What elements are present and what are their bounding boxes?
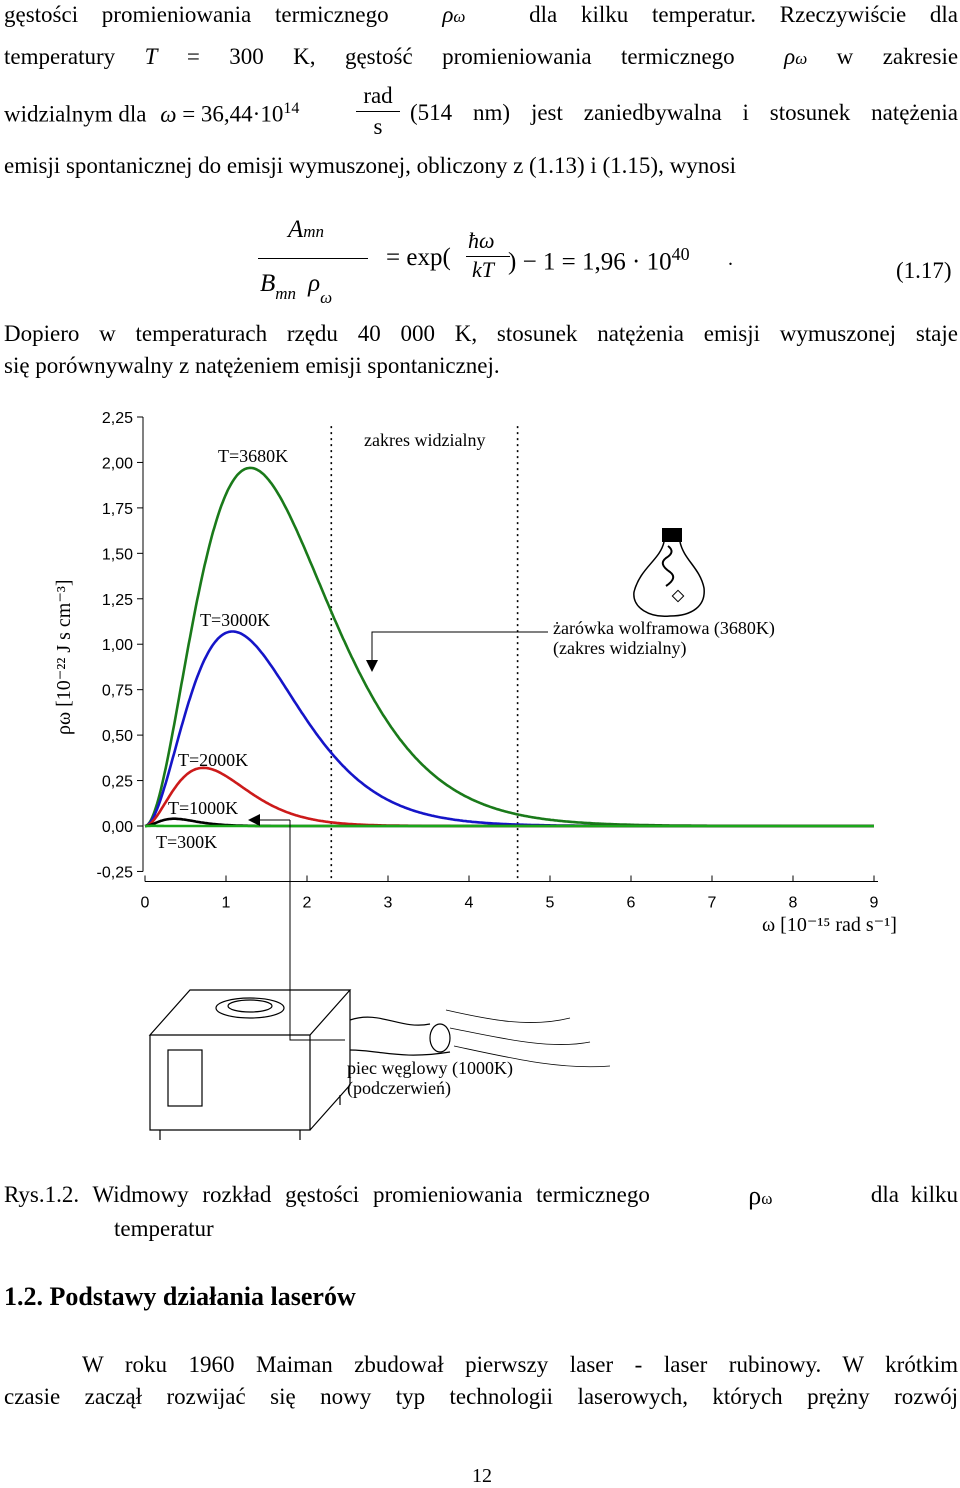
y-axis-title: ρω [10⁻²² J s cm⁻³] bbox=[53, 579, 75, 735]
paragraph-2-line-1: Dopiero w temperaturach rzędu 40 000 K, … bbox=[4, 321, 958, 346]
curve-t-3680k bbox=[144, 466, 874, 828]
x-tick-label: 4 bbox=[465, 894, 474, 911]
text-line-3: widzialnym dla ω = 36,44·1014 bbox=[4, 100, 300, 127]
paragraph-2-line-2: się porównywalny z natężeniem emisji spo… bbox=[4, 353, 500, 378]
bulb-arrow-line bbox=[371, 631, 548, 662]
x-axis-title: ω [10⁻¹⁵ rad s⁻¹] bbox=[762, 914, 897, 936]
paragraph-3-line-1: W roku 1960 Maiman zbudował pierwszy las… bbox=[82, 1352, 958, 1377]
x-tick-label: 7 bbox=[708, 894, 717, 911]
x-tick-label: 8 bbox=[789, 894, 798, 911]
label-t3000: T=3000K bbox=[200, 610, 270, 630]
page-number: 12 bbox=[472, 1465, 492, 1487]
label-t3680: T=3680K bbox=[218, 446, 288, 466]
y-tick-label: 2,00 bbox=[102, 455, 133, 472]
bulb-arrow-head bbox=[366, 660, 378, 672]
chart-curves bbox=[144, 466, 874, 828]
text-line-2: temperatury T = 300 K, gęstość promienio… bbox=[4, 44, 959, 69]
stove-arrow-line bbox=[289, 820, 345, 1041]
label-t1000: T=1000K bbox=[168, 798, 238, 818]
figure-caption: Rys.1.2. Widmowy rozkład gęstości promie… bbox=[4, 1181, 958, 1210]
y-tick-label: 1,50 bbox=[102, 546, 133, 563]
x-tick-label: 6 bbox=[627, 894, 636, 911]
y-tick-label: 1,00 bbox=[102, 637, 133, 654]
x-tick-label: 5 bbox=[546, 894, 555, 911]
text-line-1: gęstości promieniowania termicznego ρω d… bbox=[4, 2, 959, 27]
label-t300: T=300K bbox=[156, 832, 217, 852]
label-stove-1: piec węglowy (1000K) bbox=[347, 1058, 513, 1079]
equation-number: (1.17) bbox=[896, 258, 952, 283]
y-tick-label: -0,25 bbox=[97, 864, 134, 881]
y-tick-label: 0,75 bbox=[102, 683, 133, 700]
label-stove-2: (podczerwień) bbox=[347, 1078, 451, 1099]
light-bulb-icon bbox=[633, 528, 705, 617]
y-tick-label: 0,25 bbox=[102, 774, 133, 791]
label-bulb-2: (zakres widzialny) bbox=[553, 638, 686, 659]
coal-stove-icon bbox=[148, 989, 611, 1140]
spectral-chart: 2,25 2,00 1,75 1,50 1,25 1,00 0,75 0,50 0,25 0,00… bbox=[53, 410, 897, 1140]
label-t2000: T=2000K bbox=[178, 750, 248, 770]
text-line-4: emisji spontanicznej do emisji wymuszone… bbox=[4, 153, 737, 178]
text-line-3b: (514 nm) jest zaniedbywalna i stosunek n… bbox=[410, 100, 958, 125]
y-tick-label: 0,50 bbox=[102, 728, 133, 745]
label-bulb-1: żarówka wolframowa (3680K) bbox=[553, 618, 775, 639]
x-tick-label: 2 bbox=[303, 894, 312, 911]
y-tick-label: 1,75 bbox=[102, 501, 133, 518]
unit-fraction: rad s bbox=[356, 83, 400, 140]
y-tick-label: 2,25 bbox=[102, 410, 133, 427]
x-tick-label: 0 bbox=[141, 894, 150, 911]
y-tick-label: 1,25 bbox=[102, 592, 133, 609]
stove-arrow-head bbox=[248, 814, 260, 826]
section-heading: 1.2. Podstawy działania laserów bbox=[4, 1282, 356, 1311]
x-tick-label: 1 bbox=[222, 894, 231, 911]
chart-labels: T=3680K T=3000K T=2000K T=1000K T=300K zakres… bbox=[53, 430, 897, 1099]
x-tick-label: 9 bbox=[870, 894, 879, 911]
x-tick-label: 3 bbox=[384, 894, 393, 911]
rho-symbol: ρ bbox=[442, 2, 454, 27]
chart-axes: 2,25 2,00 1,75 1,50 1,25 1,00 0,75 0,50 0,25 0,00… bbox=[97, 410, 879, 911]
figure-caption-line-2: temperatur bbox=[114, 1216, 214, 1241]
y-tick-label: 0,00 bbox=[102, 819, 133, 836]
paragraph-3-line-2: czasie zaczął rozwijać się nowy typ tech… bbox=[4, 1384, 958, 1409]
label-visible-range: zakres widzialny bbox=[364, 430, 485, 450]
